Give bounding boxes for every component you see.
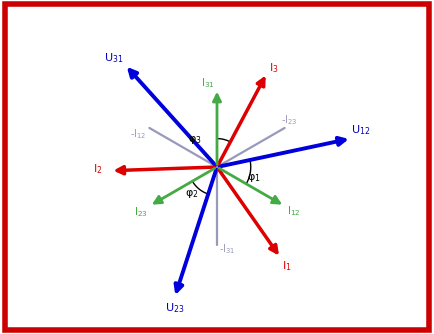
- Text: I$_{31}$: I$_{31}$: [201, 76, 215, 90]
- Text: I$_2$: I$_2$: [93, 162, 103, 176]
- Text: -I$_{23}$: -I$_{23}$: [281, 113, 297, 127]
- Text: U$_{23}$: U$_{23}$: [165, 302, 184, 315]
- Text: φ$_3$: φ$_3$: [188, 134, 202, 146]
- Text: φ$_2$: φ$_2$: [185, 188, 199, 200]
- Text: φ$_1$: φ$_1$: [247, 172, 261, 184]
- Text: -I$_{31}$: -I$_{31}$: [220, 243, 236, 257]
- Text: -I$_{12}$: -I$_{12}$: [130, 127, 146, 141]
- Text: I$_{23}$: I$_{23}$: [134, 205, 148, 219]
- Text: I$_1$: I$_1$: [282, 259, 292, 273]
- Text: U$_{12}$: U$_{12}$: [351, 124, 370, 137]
- Text: U$_{31}$: U$_{31}$: [104, 52, 123, 65]
- Text: I$_{12}$: I$_{12}$: [287, 204, 300, 218]
- Text: I$_3$: I$_3$: [269, 61, 279, 74]
